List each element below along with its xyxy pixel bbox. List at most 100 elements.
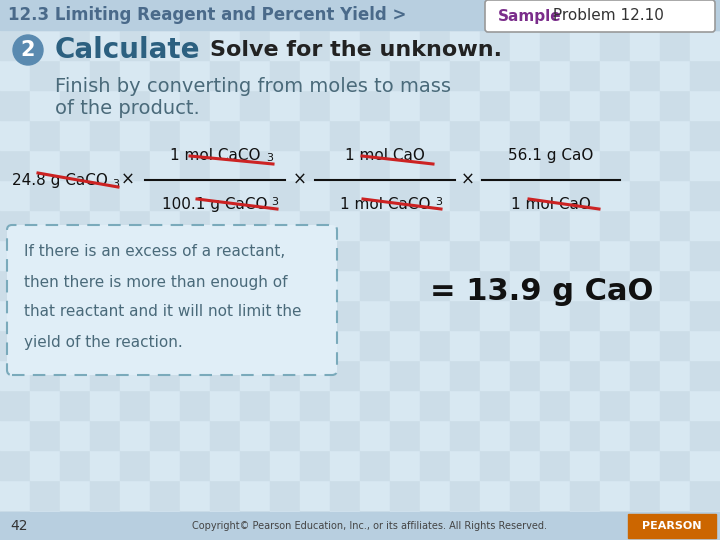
Bar xyxy=(180,390,210,420)
Bar xyxy=(0,120,30,150)
Bar xyxy=(270,330,300,360)
Bar xyxy=(30,510,60,540)
Bar xyxy=(0,390,30,420)
Bar xyxy=(570,300,600,330)
Bar xyxy=(150,390,180,420)
Bar xyxy=(0,270,30,300)
Bar xyxy=(240,510,270,540)
Bar xyxy=(210,180,240,210)
Bar xyxy=(60,300,90,330)
Bar xyxy=(660,0,690,30)
Bar xyxy=(450,360,480,390)
Bar xyxy=(660,180,690,210)
Bar xyxy=(660,210,690,240)
Bar xyxy=(360,270,390,300)
Bar xyxy=(390,270,420,300)
Bar xyxy=(660,240,690,270)
Bar xyxy=(0,210,30,240)
Bar xyxy=(690,180,720,210)
Bar xyxy=(60,120,90,150)
Bar xyxy=(30,210,60,240)
Bar xyxy=(600,0,630,30)
Bar xyxy=(630,390,660,420)
Bar xyxy=(390,420,420,450)
Bar xyxy=(30,420,60,450)
Bar xyxy=(270,420,300,450)
Bar xyxy=(210,0,240,30)
Bar xyxy=(120,90,150,120)
Bar xyxy=(60,480,90,510)
Bar xyxy=(510,0,540,30)
Bar xyxy=(0,240,30,270)
Bar xyxy=(510,420,540,450)
Bar xyxy=(420,180,450,210)
Bar xyxy=(540,420,570,450)
Bar xyxy=(150,300,180,330)
Bar xyxy=(420,330,450,360)
Bar xyxy=(540,210,570,240)
Bar xyxy=(420,450,450,480)
Bar xyxy=(510,240,540,270)
Bar xyxy=(450,60,480,90)
Text: that reactant and it will not limit the: that reactant and it will not limit the xyxy=(24,305,302,320)
Bar xyxy=(570,30,600,60)
Bar xyxy=(300,240,330,270)
Bar xyxy=(570,120,600,150)
Bar xyxy=(30,180,60,210)
Bar xyxy=(510,30,540,60)
Bar xyxy=(300,360,330,390)
Bar xyxy=(210,330,240,360)
FancyBboxPatch shape xyxy=(7,225,337,375)
Bar xyxy=(540,180,570,210)
Bar xyxy=(540,60,570,90)
Text: Finish by converting from moles to mass: Finish by converting from moles to mass xyxy=(55,78,451,97)
Bar xyxy=(660,360,690,390)
Bar xyxy=(180,420,210,450)
Bar xyxy=(660,60,690,90)
Bar xyxy=(630,60,660,90)
Bar xyxy=(390,330,420,360)
Text: 3: 3 xyxy=(112,179,119,189)
Bar xyxy=(120,510,150,540)
Bar xyxy=(600,60,630,90)
Bar xyxy=(420,90,450,120)
Bar xyxy=(630,270,660,300)
Bar xyxy=(420,0,450,30)
Bar xyxy=(120,300,150,330)
Bar xyxy=(600,180,630,210)
Bar xyxy=(120,390,150,420)
Bar xyxy=(690,510,720,540)
Bar xyxy=(540,0,570,30)
Bar xyxy=(480,390,510,420)
Bar xyxy=(330,450,360,480)
Bar xyxy=(360,60,390,90)
Bar xyxy=(120,420,150,450)
Bar xyxy=(510,390,540,420)
Text: ×: × xyxy=(461,171,475,189)
Bar xyxy=(690,0,720,30)
Bar xyxy=(270,60,300,90)
Bar xyxy=(390,240,420,270)
Bar xyxy=(540,90,570,120)
Bar xyxy=(0,420,30,450)
Bar xyxy=(330,510,360,540)
Bar xyxy=(90,90,120,120)
Bar xyxy=(330,330,360,360)
Bar xyxy=(390,480,420,510)
Bar xyxy=(240,210,270,240)
Bar xyxy=(660,120,690,150)
Bar xyxy=(600,510,630,540)
Bar xyxy=(240,360,270,390)
Bar xyxy=(90,180,120,210)
Bar xyxy=(120,270,150,300)
Text: 3: 3 xyxy=(266,153,273,163)
Bar xyxy=(510,510,540,540)
Bar xyxy=(90,480,120,510)
Bar xyxy=(480,270,510,300)
Bar xyxy=(570,0,600,30)
Bar xyxy=(510,150,540,180)
Bar xyxy=(300,510,330,540)
Bar xyxy=(60,510,90,540)
Bar xyxy=(630,180,660,210)
Bar xyxy=(450,0,480,30)
